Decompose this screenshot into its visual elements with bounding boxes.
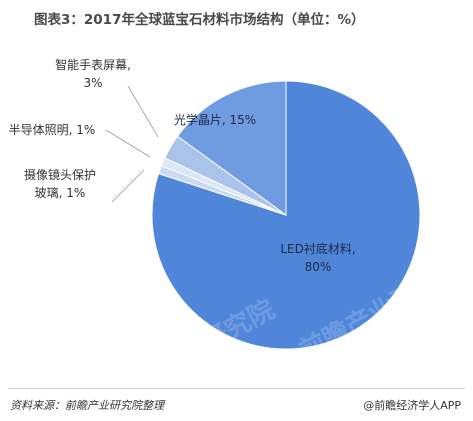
leader-line <box>105 129 151 158</box>
slice-label: 智能手表屏幕, 3% <box>55 57 131 90</box>
slice-label: 半导体照明, 1% <box>9 123 96 137</box>
slice-label: 摄像镜头保护玻璃, 1% <box>24 167 96 200</box>
footer-divider <box>8 388 465 389</box>
slice-label: LED衬底材料, 80% <box>280 241 355 274</box>
chart-title: 图表3：2017年全球蓝宝石材料市场结构（单位：%） <box>34 12 365 28</box>
pie-slice <box>176 80 287 216</box>
slice-label: 光学晶片, 15% <box>174 112 256 127</box>
leader-line <box>127 85 159 138</box>
leader-line <box>111 169 145 203</box>
brand-credit: @前瞻经济学人APP <box>363 399 461 412</box>
source-note: 资料来源：前瞻产业研究院整理 <box>10 399 164 412</box>
